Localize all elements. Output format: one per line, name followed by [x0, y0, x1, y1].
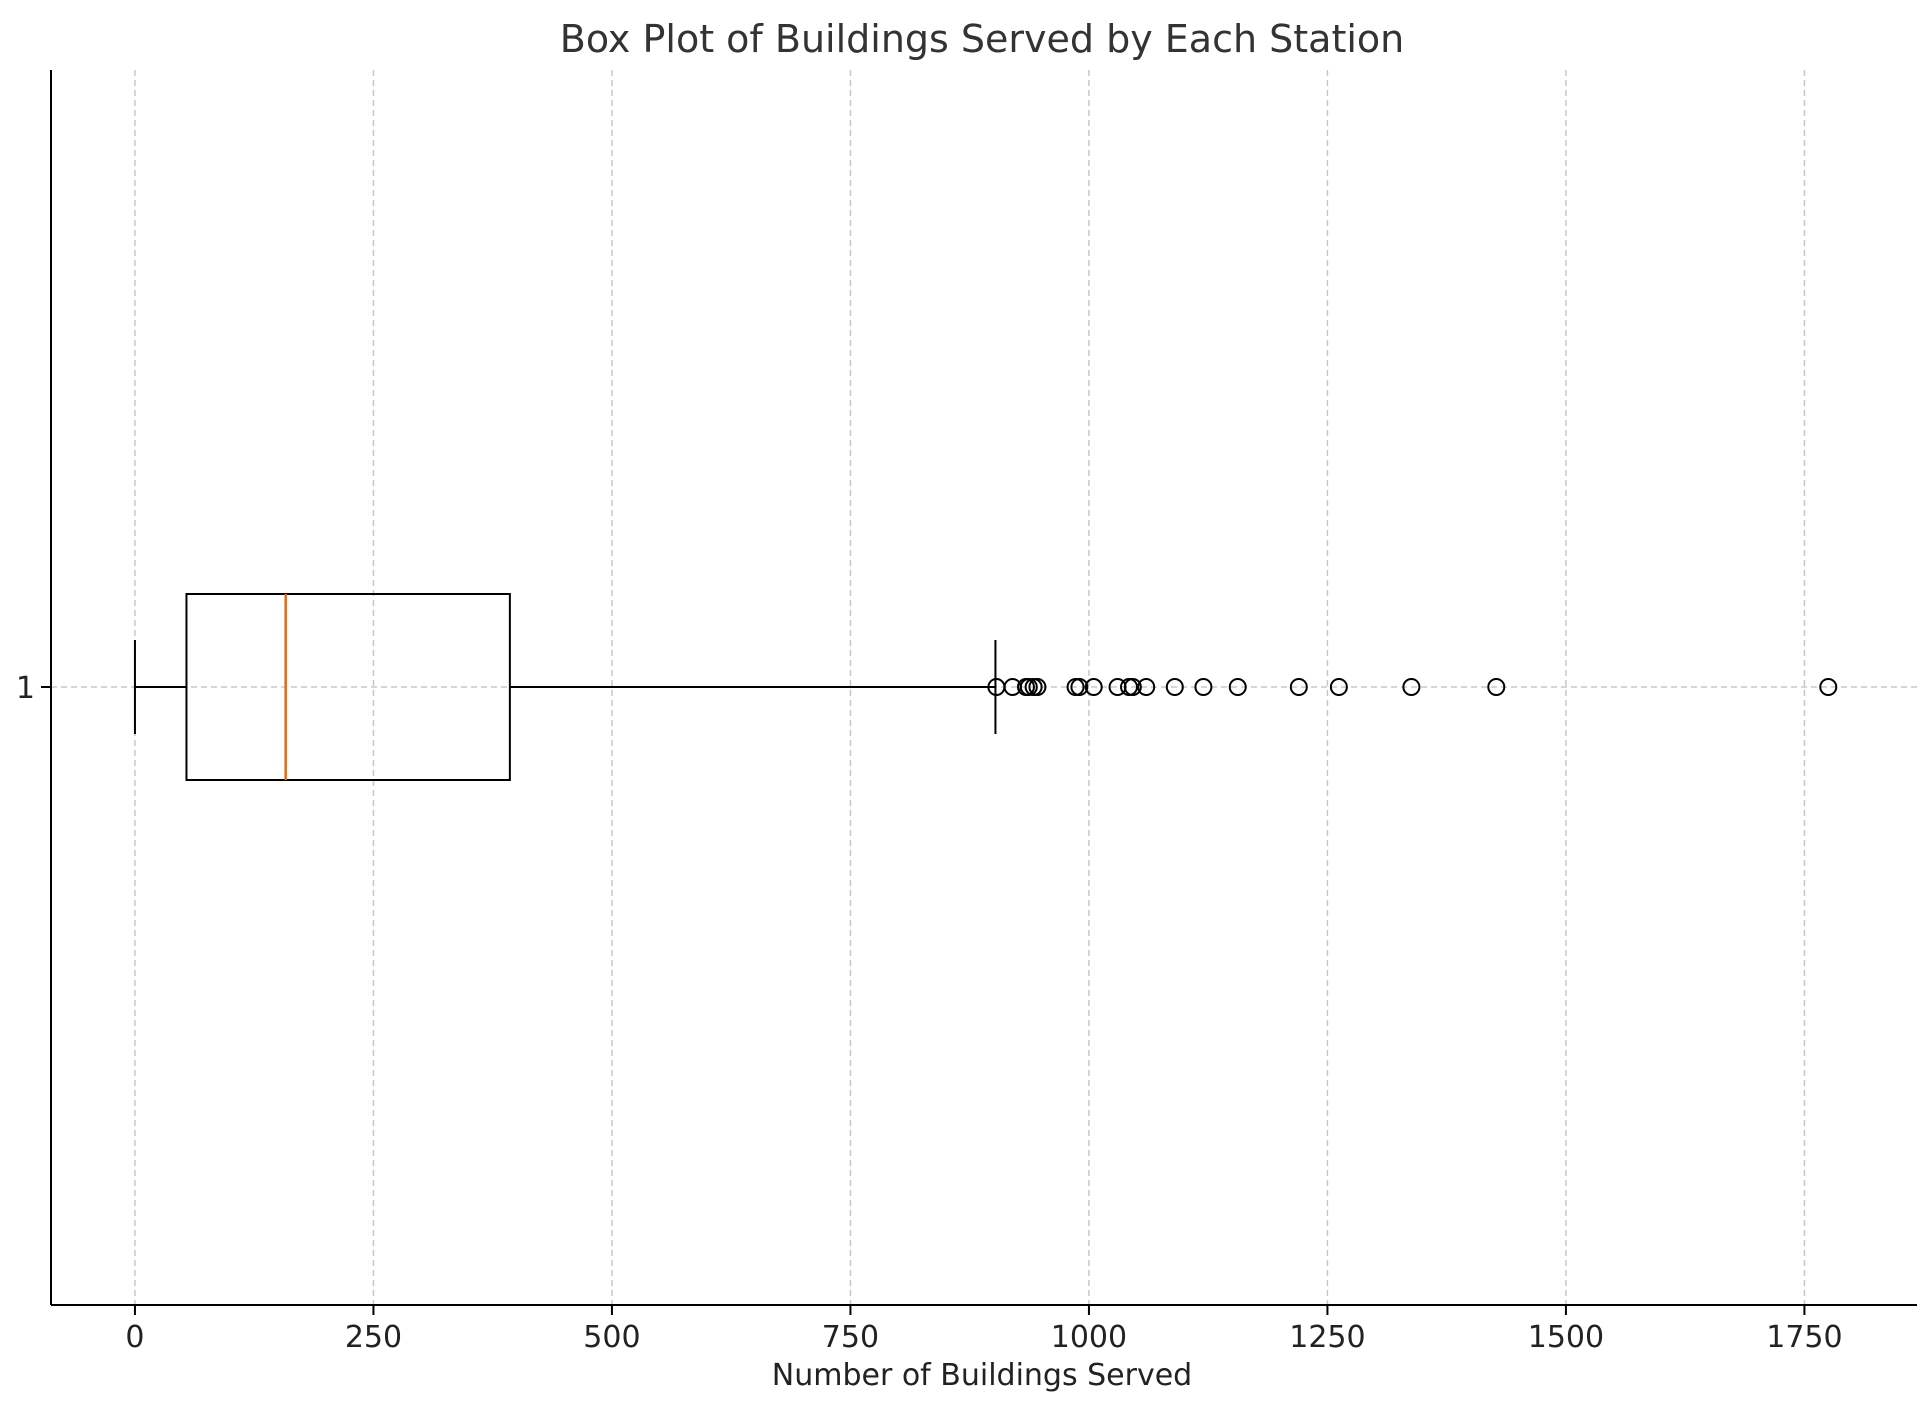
x-tick-label: 1250: [1289, 1320, 1365, 1355]
x-tick-label: 1750: [1766, 1320, 1842, 1355]
outlier-point: [1070, 678, 1089, 696]
outlier-point: [1084, 678, 1103, 696]
x-tick-label: 500: [583, 1320, 640, 1355]
outlier-points: [987, 678, 1838, 696]
outlier-point: [1123, 678, 1142, 696]
outlier-point: [1402, 678, 1421, 696]
x-tick-label: 750: [822, 1320, 879, 1355]
outlier-point: [1028, 678, 1047, 696]
x-tick-label: 0: [125, 1320, 144, 1355]
x-tick-label: 250: [345, 1320, 402, 1355]
outlier-point: [1329, 678, 1348, 696]
x-tick-label: 1500: [1528, 1320, 1604, 1355]
outlier-point: [1137, 678, 1156, 696]
outlier-point: [1819, 678, 1838, 696]
y-tick-label: 1: [16, 671, 35, 706]
outlier-point: [1487, 678, 1506, 696]
outlier-point: [1165, 678, 1184, 696]
y-ticks: 1: [16, 671, 51, 706]
iqr-box: [185, 593, 511, 781]
chart-title: Box Plot of Buildings Served by Each Sta…: [560, 17, 1404, 61]
box-series: [133, 593, 997, 781]
x-axis-label: Number of Buildings Served: [772, 1358, 1192, 1393]
x-tick-label: 1000: [1051, 1320, 1127, 1355]
outlier-point: [1289, 678, 1308, 696]
outlier-point: [1019, 678, 1038, 696]
x-ticks: 0 250 500 750 1000 1250 1500 1750: [125, 1305, 1843, 1355]
outlier-point: [1194, 678, 1213, 696]
outlier-point: [1228, 678, 1247, 696]
